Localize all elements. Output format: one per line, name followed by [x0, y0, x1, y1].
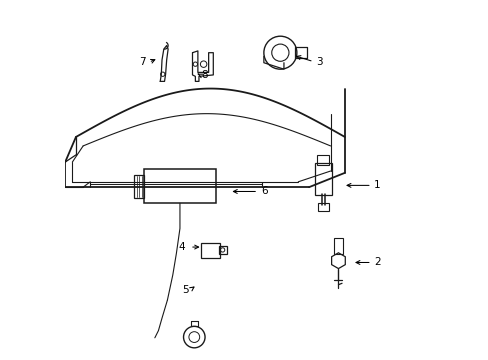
Text: 3: 3	[316, 57, 323, 67]
Text: 4: 4	[178, 242, 184, 252]
Text: 1: 1	[373, 180, 380, 190]
Text: 7: 7	[139, 57, 145, 67]
Text: 6: 6	[261, 186, 267, 197]
Text: 5: 5	[182, 285, 188, 296]
Text: 8: 8	[202, 70, 208, 80]
Text: 2: 2	[373, 257, 380, 267]
